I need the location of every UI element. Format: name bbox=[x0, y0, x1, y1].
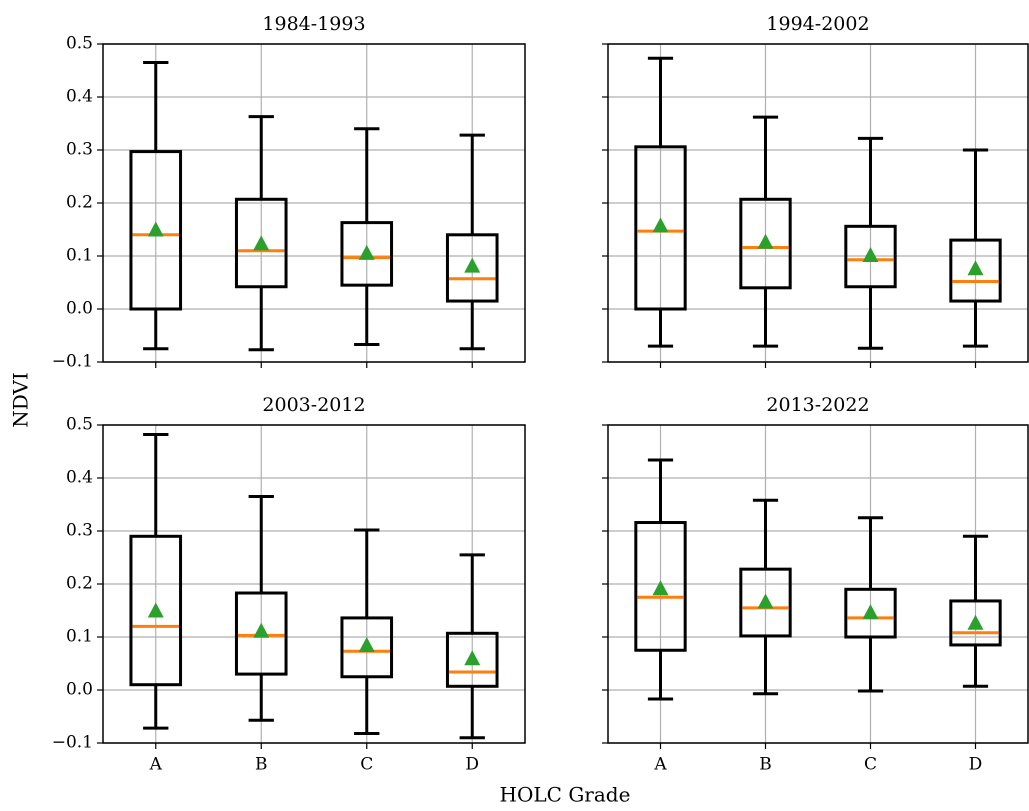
y-tick-label: 0.5 bbox=[66, 34, 93, 54]
box bbox=[949, 238, 1002, 303]
box bbox=[234, 591, 288, 676]
box bbox=[949, 599, 1002, 647]
x-tick-label: A bbox=[653, 755, 667, 775]
box bbox=[844, 587, 897, 639]
x-tick-label: D bbox=[465, 755, 479, 775]
x-tick-label: A bbox=[149, 755, 163, 775]
y-tick-label: 0.0 bbox=[66, 299, 93, 319]
mean-marker bbox=[464, 257, 481, 273]
box bbox=[340, 221, 394, 287]
mean-marker bbox=[147, 602, 164, 618]
y-tick-label: −0.1 bbox=[52, 733, 93, 753]
subplot-title: 2013-2022 bbox=[766, 394, 869, 416]
mean-marker bbox=[147, 221, 164, 237]
box bbox=[129, 150, 183, 311]
y-tick-label: 0.1 bbox=[66, 246, 93, 266]
x-tick-label: B bbox=[759, 755, 772, 775]
box bbox=[634, 145, 687, 311]
subplot-title: 1994-2002 bbox=[766, 13, 869, 35]
mean-marker bbox=[757, 593, 774, 609]
mean-marker bbox=[652, 217, 669, 233]
mean-marker bbox=[967, 260, 984, 276]
box bbox=[739, 197, 792, 290]
box bbox=[234, 197, 288, 289]
box bbox=[340, 616, 394, 679]
mean-marker bbox=[253, 235, 270, 251]
y-tick-label: 0.4 bbox=[66, 468, 93, 488]
subplot-title: 2003-2012 bbox=[262, 394, 365, 416]
box bbox=[634, 521, 687, 652]
axes-frame bbox=[102, 424, 526, 744]
axes-frame bbox=[607, 43, 1029, 363]
mean-marker bbox=[757, 233, 774, 249]
axes-frame bbox=[607, 424, 1029, 744]
x-tick-label: B bbox=[255, 755, 268, 775]
y-tick-label: 0.4 bbox=[66, 87, 93, 107]
box bbox=[844, 224, 897, 289]
axes-frame bbox=[102, 43, 526, 363]
x-tick-label: D bbox=[969, 755, 983, 775]
box bbox=[445, 631, 499, 688]
x-tick-label: C bbox=[864, 755, 877, 775]
y-tick-label: 0.2 bbox=[66, 193, 93, 213]
box bbox=[739, 567, 792, 638]
subplot-title: 1984-1993 bbox=[262, 13, 365, 35]
x-tick-label: C bbox=[360, 755, 373, 775]
mean-marker bbox=[253, 622, 270, 638]
mean-marker bbox=[652, 580, 669, 596]
mean-marker bbox=[358, 637, 375, 653]
y-tick-label: 0.1 bbox=[66, 627, 93, 647]
y-tick-label: 0.3 bbox=[66, 521, 93, 541]
y-tick-label: 0.3 bbox=[66, 140, 93, 160]
y-tick-label: 0.2 bbox=[66, 574, 93, 594]
y-tick-label: 0.0 bbox=[66, 680, 93, 700]
mean-marker bbox=[862, 604, 879, 620]
y-tick-label: −0.1 bbox=[52, 352, 93, 372]
box bbox=[129, 534, 183, 687]
mean-marker bbox=[967, 614, 984, 630]
mean-marker bbox=[862, 247, 879, 262]
y-tick-label: 0.5 bbox=[66, 415, 93, 435]
mean-marker bbox=[464, 650, 481, 666]
box bbox=[445, 233, 499, 303]
mean-marker bbox=[358, 244, 375, 260]
x-axis-label: HOLC Grade bbox=[500, 783, 631, 807]
y-axis-label: NDVI bbox=[9, 372, 33, 428]
